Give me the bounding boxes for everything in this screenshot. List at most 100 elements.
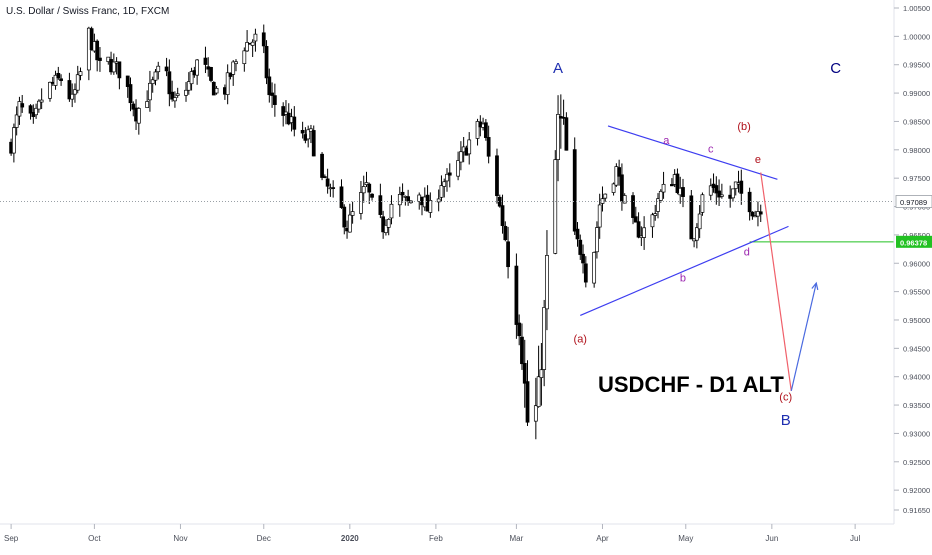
candle-body: [719, 194, 724, 197]
candle: [719, 183, 724, 199]
candle-body: [611, 183, 616, 193]
candle-body: [386, 218, 391, 228]
candle: [370, 193, 374, 201]
candle: [522, 339, 527, 408]
candle: [164, 57, 169, 77]
candle: [697, 205, 702, 239]
candle: [306, 125, 311, 148]
candle: [384, 219, 388, 236]
candle: [714, 176, 719, 205]
candle: [261, 24, 266, 54]
candle: [311, 125, 316, 157]
candle-body: [364, 182, 369, 185]
candle-body: [78, 71, 83, 76]
candles-layer: [9, 24, 763, 440]
candle: [28, 104, 33, 120]
candle-body: [731, 188, 735, 199]
candle: [342, 204, 347, 235]
candle: [681, 178, 685, 208]
candle: [253, 28, 258, 52]
candle: [495, 148, 499, 204]
candle: [536, 345, 541, 408]
price-tick-label: 0.98500: [903, 117, 930, 126]
candle: [145, 90, 150, 109]
candle-body: [320, 153, 324, 178]
candle: [456, 151, 460, 181]
candle: [231, 60, 236, 86]
candle: [170, 80, 175, 102]
candle-body: [681, 187, 685, 197]
candle-body: [145, 101, 150, 108]
wave-label: A: [553, 60, 563, 77]
candle: [406, 189, 411, 206]
candle-body: [378, 195, 383, 215]
candle-body: [456, 160, 460, 177]
candle: [203, 46, 208, 74]
candle-body: [156, 65, 161, 73]
candle-body: [361, 186, 366, 194]
time-axis[interactable]: Sep Oct Nov Dec 2020 Feb Mar Apr May Jun Jul: [4, 524, 860, 543]
candle-body: [522, 363, 527, 384]
candle: [564, 112, 569, 151]
candle: [95, 39, 100, 72]
candle: [167, 59, 172, 107]
candle: [339, 179, 344, 209]
wave-label: (c): [779, 392, 792, 404]
candle-body: [381, 216, 386, 233]
price-tick-label: 0.91650: [903, 506, 930, 515]
candle-body: [95, 40, 100, 61]
candle-body: [359, 192, 363, 214]
candle: [364, 171, 369, 188]
candle-body: [661, 183, 666, 193]
candle-body: [409, 200, 413, 204]
candle: [189, 67, 194, 91]
candle-body: [59, 78, 63, 81]
candle-body: [225, 72, 230, 95]
candle-body: [245, 42, 249, 52]
candle-body: [253, 33, 258, 42]
candle-body: [670, 184, 674, 187]
candle-body: [642, 227, 647, 238]
candle: [439, 175, 444, 202]
candle-body: [292, 116, 297, 130]
candle: [708, 178, 713, 201]
candle-body: [342, 206, 347, 228]
price-label: 0.96378: [896, 235, 932, 248]
candle-body: [195, 59, 200, 76]
candle: [597, 193, 602, 239]
candle-body: [617, 167, 622, 177]
price-tick-label: 0.93000: [903, 429, 930, 438]
candle: [292, 106, 297, 137]
wave-label: B: [781, 412, 791, 429]
candle-body: [500, 205, 505, 226]
candle-body: [170, 91, 175, 100]
candle-body: [186, 81, 191, 91]
candle: [633, 206, 638, 223]
candle: [234, 59, 238, 72]
candle: [59, 74, 63, 86]
candle-body: [264, 46, 269, 79]
candle: [70, 83, 75, 108]
price-axis[interactable]: 1.00500 1.00000 0.99500 0.99000 0.98500 0.980…: [894, 4, 930, 515]
candle: [617, 159, 622, 186]
candle: [381, 210, 386, 239]
time-tick-label: Sep: [4, 534, 19, 543]
candle-body: [694, 227, 699, 241]
candle-body: [164, 66, 169, 72]
candle: [675, 168, 680, 195]
candle-body: [339, 186, 344, 208]
candle: [350, 201, 355, 224]
candle: [128, 77, 133, 112]
candle-body: [442, 181, 447, 187]
candle: [689, 190, 694, 240]
candle: [250, 39, 255, 57]
wave-label: d: [744, 246, 750, 258]
candle-body: [231, 61, 236, 75]
candle: [14, 106, 19, 136]
candle: [475, 118, 480, 146]
wave-label: (b): [737, 121, 750, 133]
candle-body: [14, 114, 19, 128]
candle: [700, 192, 705, 216]
